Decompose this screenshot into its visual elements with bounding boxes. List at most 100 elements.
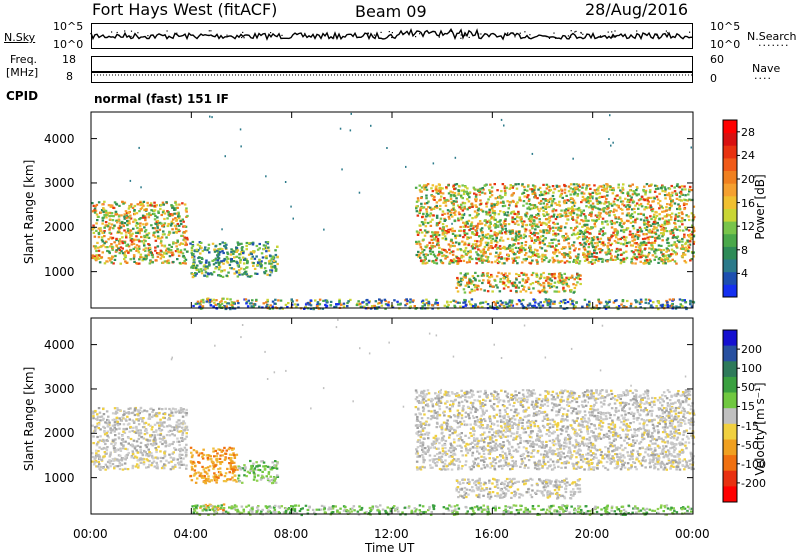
range-gate-cell xyxy=(155,223,158,225)
range-gate-cell xyxy=(584,232,587,234)
range-gate-cell xyxy=(612,211,615,213)
range-gate-cell xyxy=(149,425,152,427)
range-gate-cell xyxy=(146,446,149,448)
range-gate-cell xyxy=(536,263,539,265)
range-gate-cell xyxy=(485,301,488,303)
range-gate-cell xyxy=(626,214,629,216)
range-gate-cell xyxy=(265,301,268,303)
range-gate-cell xyxy=(432,184,435,186)
range-gate-cell xyxy=(573,241,576,243)
range-gate-cell xyxy=(613,203,616,205)
range-gate-cell xyxy=(690,237,693,239)
range-gate-cell xyxy=(588,184,591,186)
range-gate-cell xyxy=(628,206,631,208)
range-gate-cell xyxy=(104,443,107,445)
range-gate-cell xyxy=(215,258,218,260)
range-gate-cell xyxy=(604,201,607,203)
range-gate-cell xyxy=(485,203,488,205)
range-gate-cell xyxy=(451,230,454,232)
range-gate-cell xyxy=(584,260,587,262)
range-gate-cell xyxy=(520,272,523,274)
range-gate-cell xyxy=(637,231,640,233)
range-gate-cell xyxy=(126,224,129,226)
range-gate-cell xyxy=(431,246,434,248)
range-gate-cell xyxy=(655,256,658,258)
range-gate-cell xyxy=(180,251,183,253)
range-gate-cell xyxy=(554,233,557,235)
range-gate-cell xyxy=(219,243,222,245)
range-gate-cell xyxy=(233,250,236,252)
range-gate-cell xyxy=(310,299,313,301)
range-gate-cell xyxy=(359,303,362,305)
range-gate-cell xyxy=(191,249,194,251)
range-gate-cell xyxy=(666,301,669,303)
range-gate-cell xyxy=(483,236,486,238)
range-gate-cell xyxy=(192,267,195,269)
range-gate-cell xyxy=(593,236,596,238)
range-gate-cell xyxy=(614,259,617,261)
range-gate-cell xyxy=(120,442,123,444)
range-gate-cell xyxy=(528,200,531,202)
range-gate-cell xyxy=(623,252,626,254)
range-gate-cell xyxy=(556,286,559,288)
range-gate-cell xyxy=(452,250,455,252)
range-gate-cell xyxy=(590,261,593,263)
range-gate-cell xyxy=(269,255,272,257)
range-gate-cell xyxy=(618,205,621,207)
range-gate-cell xyxy=(182,243,185,245)
range-gate-cell xyxy=(680,303,683,305)
range-gate-cell xyxy=(639,248,642,250)
range-gate-cell xyxy=(504,190,507,192)
range-gate-cell xyxy=(171,221,174,223)
range-gate-cell xyxy=(647,253,650,255)
range-gate-cell xyxy=(670,200,673,202)
range-gate-cell xyxy=(453,188,456,190)
range-gate-cell xyxy=(547,192,550,194)
range-gate-cell xyxy=(575,262,578,264)
range-gate-cell xyxy=(553,239,556,241)
range-gate-cell xyxy=(450,239,453,241)
range-gate-cell xyxy=(144,240,147,242)
range-gate-cell xyxy=(179,262,182,264)
range-gate-cell xyxy=(487,242,490,244)
range-gate-cell xyxy=(485,260,488,262)
range-gate-cell xyxy=(616,194,619,196)
range-gate-cell xyxy=(520,291,523,293)
range-gate-cell xyxy=(649,215,652,217)
range-gate-cell xyxy=(596,252,599,254)
range-gate-cell xyxy=(650,260,653,262)
range-gate-cell xyxy=(521,183,524,185)
range-gate-cell xyxy=(445,255,448,257)
scatter-cell xyxy=(592,197,594,199)
range-gate-cell xyxy=(185,464,188,466)
range-gate-cell xyxy=(224,301,227,303)
range-gate-cell xyxy=(171,453,174,455)
range-gate-cell xyxy=(485,242,488,244)
range-gate-cell xyxy=(634,205,637,207)
range-gate-cell xyxy=(424,262,427,264)
range-gate-cell xyxy=(618,184,621,186)
range-gate-cell xyxy=(459,226,462,228)
range-gate-cell xyxy=(474,210,477,212)
range-gate-cell xyxy=(178,204,181,206)
range-gate-cell xyxy=(517,239,520,241)
range-gate-cell xyxy=(157,237,160,239)
range-gate-cell xyxy=(534,301,537,303)
range-gate-cell xyxy=(412,299,415,301)
range-gate-cell xyxy=(603,190,606,192)
nsearch-point xyxy=(645,34,646,35)
range-gate-cell xyxy=(571,275,574,277)
range-gate-cell xyxy=(478,280,481,282)
range-gate-cell xyxy=(124,462,127,464)
range-gate-cell xyxy=(665,210,668,212)
range-gate-cell xyxy=(681,248,684,250)
range-gate-cell xyxy=(314,299,317,301)
range-gate-cell xyxy=(569,257,572,259)
range-gate-cell xyxy=(602,227,605,229)
range-gate-cell xyxy=(468,286,471,288)
range-gate-cell xyxy=(135,239,138,241)
range-gate-cell xyxy=(163,253,166,255)
range-gate-cell xyxy=(444,305,447,307)
range-gate-cell xyxy=(109,226,112,228)
range-gate-cell xyxy=(542,272,545,274)
